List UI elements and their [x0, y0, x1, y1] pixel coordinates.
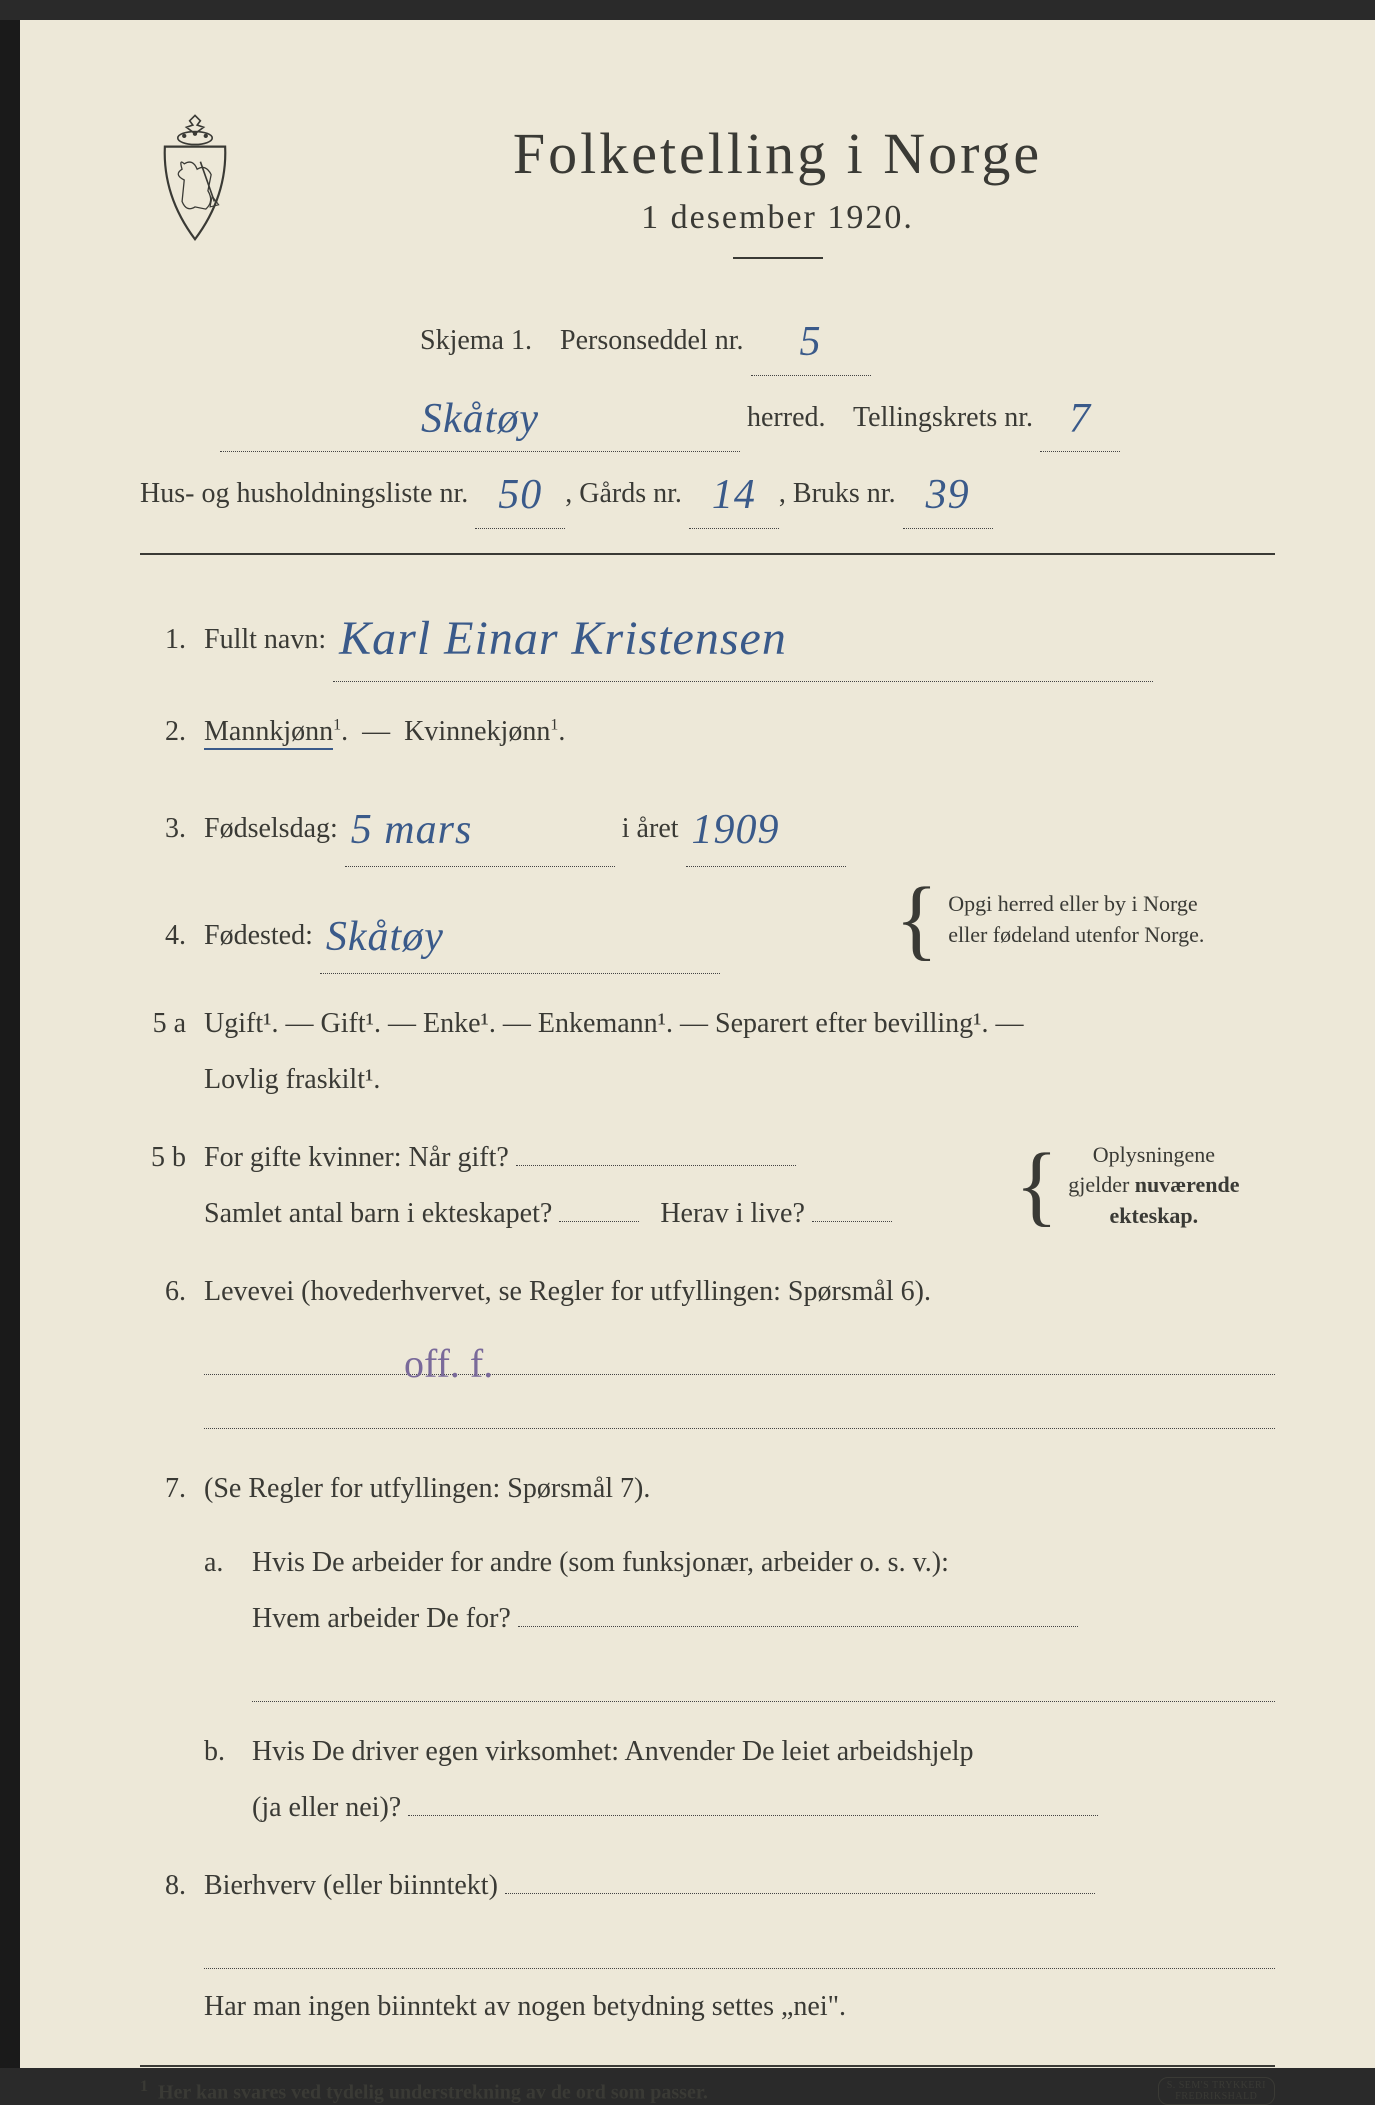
- q8-label: Bierhverv (eller biinntekt): [204, 1870, 498, 1901]
- q3: 3. Fødselsdag: 5 mars i året 1909: [140, 782, 1275, 867]
- footnote-bar: 1 Her kan svares ved tydelig understrekn…: [140, 2065, 1275, 2105]
- q2-num: 2.: [140, 716, 186, 748]
- q7-num: 7.: [140, 1473, 186, 1505]
- q3-day: 5 mars: [351, 807, 473, 853]
- personseddel-nr: 5: [800, 319, 822, 365]
- q4-note2: eller fødeland utenfor Norge.: [948, 920, 1204, 951]
- header: Folketelling i Norge 1 desember 1920.: [140, 100, 1275, 289]
- bruks-nr: 39: [926, 472, 970, 518]
- q6: 6. Levevei (hovederhvervet, se Regler fo…: [140, 1264, 1275, 1440]
- q5b-num: 5 b: [140, 1142, 186, 1174]
- coat-of-arms-icon: [140, 110, 250, 250]
- q3-year-label: i året: [622, 813, 679, 844]
- q7a-text1: Hvis De arbeider for andre (som funksjon…: [252, 1535, 1275, 1591]
- q2-mann: Mannkjønn: [204, 716, 333, 750]
- q1-label: Fullt navn:: [204, 624, 326, 655]
- subtitle: 1 desember 1920.: [280, 199, 1275, 237]
- q7-label: (Se Regler for utfyllingen: Spørsmål 7).: [204, 1461, 1275, 1517]
- q6-label: Levevei (hovederhvervet, se Regler for u…: [204, 1264, 1275, 1320]
- q5b-note1: Oplysningene: [1068, 1140, 1239, 1171]
- q7a-text2: Hvem arbeider De for?: [252, 1603, 511, 1634]
- title-block: Folketelling i Norge 1 desember 1920.: [280, 100, 1275, 289]
- main-title: Folketelling i Norge: [280, 120, 1275, 187]
- gards-nr: 14: [712, 472, 756, 518]
- q5a-options: Ugift¹. — Gift¹. — Enke¹. — Enkemann¹. —…: [204, 996, 1275, 1052]
- herred-label: herred.: [747, 402, 826, 433]
- q2-kvinne: Kvinnekjønn: [404, 716, 550, 747]
- q7b-num: b.: [204, 1724, 234, 1836]
- husliste-label: Hus- og husholdningsliste nr.: [140, 478, 468, 509]
- q4-num: 4.: [140, 920, 186, 952]
- q5b-line1: For gifte kvinner: Når gift?: [204, 1142, 509, 1173]
- q3-year: 1909: [692, 807, 780, 853]
- q4-value: Skåtøy: [326, 914, 444, 960]
- footnote: 1 Her kan svares ved tydelig understrekn…: [140, 2078, 708, 2105]
- q8: 8. Bierhverv (eller biinntekt) Har man i…: [140, 1858, 1275, 2035]
- census-form-page: Folketelling i Norge 1 desember 1920. Sk…: [0, 20, 1375, 2068]
- q5b-note2: gjelder nuværende: [1068, 1170, 1239, 1201]
- q3-label: Fødselsdag:: [204, 813, 338, 844]
- gards-label: Gårds nr.: [579, 478, 682, 509]
- q5b-line2a: Samlet antal barn i ekteskapet?: [204, 1198, 552, 1229]
- q7a-num: a.: [204, 1535, 234, 1712]
- q5a: 5 a Ugift¹. — Gift¹. — Enke¹. — Enkemann…: [140, 996, 1275, 1108]
- q5b-line2b: Herav i live?: [660, 1198, 805, 1229]
- form-metadata: Skjema 1. Personseddel nr. 5 Skåtøy herr…: [140, 299, 1275, 529]
- q5a-num: 5 a: [140, 1008, 186, 1040]
- husliste-nr: 50: [498, 472, 542, 518]
- q4-note1: Opgi herred eller by i Norge: [948, 889, 1204, 920]
- bruks-label: Bruks nr.: [793, 478, 896, 509]
- personseddel-label: Personseddel nr.: [560, 325, 744, 356]
- q8-num: 8.: [140, 1870, 186, 1902]
- tellingskrets-nr: 7: [1069, 396, 1091, 442]
- section-divider: [140, 553, 1275, 555]
- printer-mark: S. SEM'S TRYKKERI FREDRIKSHALD: [1158, 2077, 1275, 2105]
- q1-value: Karl Einar Kristensen: [339, 612, 787, 665]
- herred-value: Skåtøy: [421, 396, 539, 442]
- q7: 7. (Se Regler for utfyllingen: Spørsmål …: [140, 1461, 1275, 1836]
- q7b-text1: Hvis De driver egen virksomhet: Anvender…: [252, 1724, 1275, 1780]
- title-divider: [733, 257, 823, 259]
- q3-num: 3.: [140, 813, 186, 845]
- q4-label: Fødested:: [204, 920, 313, 951]
- skjema-label: Skjema 1.: [420, 325, 532, 356]
- q6-num: 6.: [140, 1276, 186, 1308]
- q6-value: off. f.: [404, 1324, 493, 1404]
- q5b-note3: ekteskap.: [1068, 1201, 1239, 1232]
- q5a-options2: Lovlig fraskilt¹.: [204, 1052, 1275, 1108]
- q5b: 5 b For gifte kvinner: Når gift? Samlet …: [140, 1130, 1275, 1242]
- q4: 4. Fødested: Skåtøy { Opgi herred eller …: [140, 889, 1275, 974]
- q1: 1. Fullt navn: Karl Einar Kristensen: [140, 585, 1275, 682]
- q7b-text2: (ja eller nei)?: [252, 1792, 401, 1823]
- q2: 2. Mannkjønn1. — Kvinnekjønn1.: [140, 704, 1275, 760]
- q1-num: 1.: [140, 624, 186, 656]
- q8-note: Har man ingen biinntekt av nogen betydni…: [204, 1979, 1275, 2035]
- tellingskrets-label: Tellingskrets nr.: [853, 402, 1033, 433]
